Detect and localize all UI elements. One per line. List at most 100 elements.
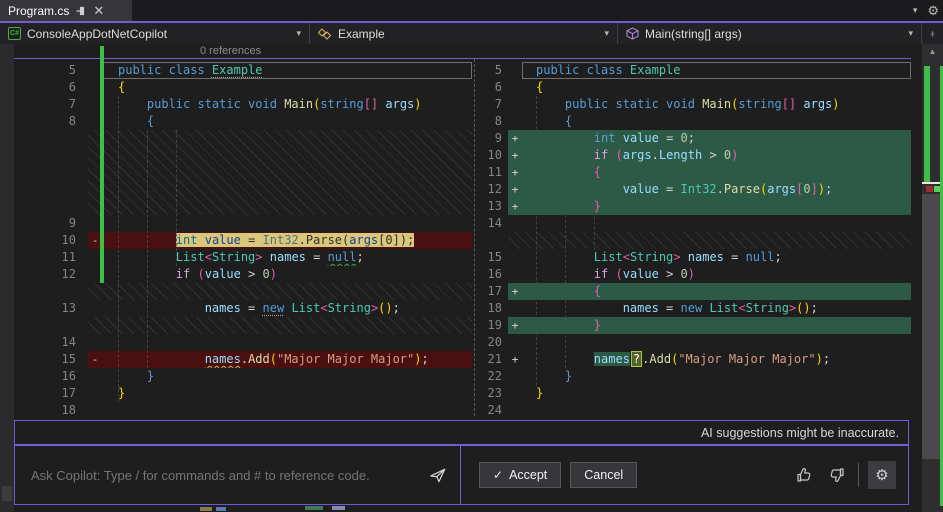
code-line[interactable]: 8 { — [14, 113, 472, 130]
copilot-settings-gear-icon[interactable]: ⚙ — [868, 461, 896, 489]
code-line[interactable]: 17} — [14, 385, 472, 402]
code-line[interactable]: 15- names.Add("Major Major Major"); — [14, 351, 472, 368]
accept-button[interactable]: ✓ Accept — [479, 462, 562, 488]
scrollbar-caret-marker — [922, 182, 943, 184]
line-number — [14, 317, 88, 334]
copilot-prompt-input[interactable] — [15, 467, 422, 483]
code-line[interactable]: 5 public class Example — [14, 62, 472, 79]
close-icon[interactable]: ✕ — [93, 3, 105, 18]
code-line[interactable]: 12 + value = Int32.Parse(args[0]); — [478, 181, 911, 198]
line-number — [14, 283, 88, 300]
line-number: 24 — [487, 403, 502, 417]
scroll-up-arrow-icon[interactable]: ▲ — [928, 47, 937, 56]
pin-icon[interactable] — [76, 6, 86, 16]
code-line[interactable]: 13 + } — [478, 198, 911, 215]
diff-marker — [508, 62, 522, 79]
code-line[interactable]: 8 { — [478, 113, 911, 130]
hatch-filler-row[interactable] — [478, 232, 911, 249]
line-number: 20 — [487, 335, 502, 349]
line-number: 13 — [61, 301, 76, 315]
code-line[interactable]: 6{ — [478, 79, 911, 96]
line-number — [478, 232, 508, 249]
diff-marker — [508, 334, 522, 351]
code-line[interactable]: 14 — [478, 215, 911, 232]
diff-marker: + — [511, 200, 519, 213]
thumbs-down-icon[interactable] — [825, 463, 849, 487]
tab-title: Program.cs — [8, 3, 70, 18]
tab-list-chevron-icon[interactable]: ▾ — [912, 5, 918, 15]
line-number: 6 — [68, 80, 76, 94]
code-line[interactable]: 6{ — [14, 79, 472, 96]
hatch-filler-row[interactable] — [14, 283, 472, 300]
code-line[interactable]: 23} — [478, 385, 911, 402]
code-line[interactable]: 14 — [14, 334, 472, 351]
code-fragment — [216, 507, 226, 511]
indent-guide — [594, 130, 595, 250]
diff-marker — [88, 402, 102, 419]
code-line[interactable]: 7 public static void Main(string[] args) — [478, 96, 911, 113]
code-fragment — [200, 507, 212, 511]
diff-marker — [508, 96, 522, 113]
modified-code-pane[interactable]: 5 public class Example 6{7 public static v… — [478, 62, 911, 419]
diff-marker: + — [511, 319, 519, 332]
code-line[interactable]: 18 names = new List<String>(); — [478, 300, 911, 317]
ai-disclaimer-text: AI suggestions might be inaccurate. — [700, 425, 899, 440]
breakpoint-margin[interactable] — [0, 44, 14, 512]
code-line[interactable]: 21 + names? .Add("Major Major Major"); — [478, 351, 911, 368]
code-line[interactable]: 18 — [14, 402, 472, 419]
code-line[interactable]: 13 names = new List<String>(); — [14, 300, 472, 317]
cancel-button[interactable]: Cancel — [570, 462, 638, 488]
vertical-scrollbar[interactable]: ▲ — [922, 44, 943, 512]
line-number: 11 — [487, 165, 502, 179]
scrollbar-removed-marker — [926, 186, 933, 192]
line-number: 19 — [487, 318, 502, 332]
line-number: 9 — [494, 131, 502, 145]
code-line[interactable]: 15 List<String> names = null; — [478, 249, 911, 266]
code-line[interactable]: 19 + } — [478, 317, 911, 334]
project-dropdown[interactable]: C# ConsoleAppDotNetCopilot ▾ — [0, 23, 310, 44]
class-icon — [318, 27, 332, 40]
scrollbar-thumb[interactable] — [922, 194, 941, 459]
original-code-pane[interactable]: 5 public class Example 6{7 public static v… — [14, 62, 472, 419]
code-line[interactable]: 10- int value = Int32.Parse(args[0]); — [14, 232, 472, 249]
send-icon[interactable] — [422, 460, 452, 490]
hatch-filler-row[interactable] — [14, 130, 472, 215]
diff-marker — [508, 113, 522, 130]
code-line[interactable]: 9 + int value = 0; — [478, 130, 911, 147]
pane-divider[interactable] — [474, 59, 475, 416]
code-line[interactable]: 16 if (value > 0) — [478, 266, 911, 283]
code-line[interactable]: 24 — [478, 402, 911, 419]
code-line[interactable]: 9 — [14, 215, 472, 232]
type-dropdown[interactable]: Example ▾ — [310, 23, 618, 44]
member-dropdown[interactable]: Main(string[] args) ▾ — [618, 23, 922, 44]
code-line[interactable]: 22 } — [478, 368, 911, 385]
code-line[interactable]: 11 List<String> names = null; — [14, 249, 472, 266]
indent-guide — [565, 130, 566, 368]
code-line[interactable]: 7 public static void Main(string[] args) — [14, 96, 472, 113]
diff-marker — [508, 266, 522, 283]
line-number: 14 — [487, 216, 502, 230]
code-line[interactable]: 5 public class Example — [478, 62, 911, 79]
hatch-filler-row[interactable] — [14, 317, 472, 334]
diff-marker — [508, 215, 522, 232]
line-number: 14 — [61, 335, 76, 349]
line-number: 7 — [68, 97, 76, 111]
codelens-references[interactable]: 0 references — [200, 45, 262, 57]
diff-editor: 0 references 5 public class Example 6{7 pu… — [0, 44, 943, 512]
code-line[interactable]: 12 if (value > 0) — [14, 266, 472, 283]
code-line[interactable]: 20 — [478, 334, 911, 351]
line-number: 15 — [61, 352, 76, 366]
thumbs-up-icon[interactable] — [792, 463, 816, 487]
code-line[interactable]: 10 + if (args.Length > 0) — [478, 147, 911, 164]
editor-settings-gear-icon[interactable]: ⚙ — [927, 2, 939, 18]
suggestion-action-bar: ✓ Accept Cancel ⚙ — [460, 445, 909, 505]
code-line[interactable]: 11 + { — [478, 164, 911, 181]
code-fragment — [332, 506, 345, 510]
code-line[interactable]: 16 } — [14, 368, 472, 385]
diff-marker — [508, 402, 522, 419]
line-number: 9 — [68, 216, 76, 230]
chevron-down-icon: ▾ — [604, 28, 609, 38]
tab-program-cs[interactable]: Program.cs ✕ — [0, 0, 132, 21]
code-line[interactable]: 17 + { — [478, 283, 911, 300]
split-window-handle[interactable] — [922, 23, 943, 44]
